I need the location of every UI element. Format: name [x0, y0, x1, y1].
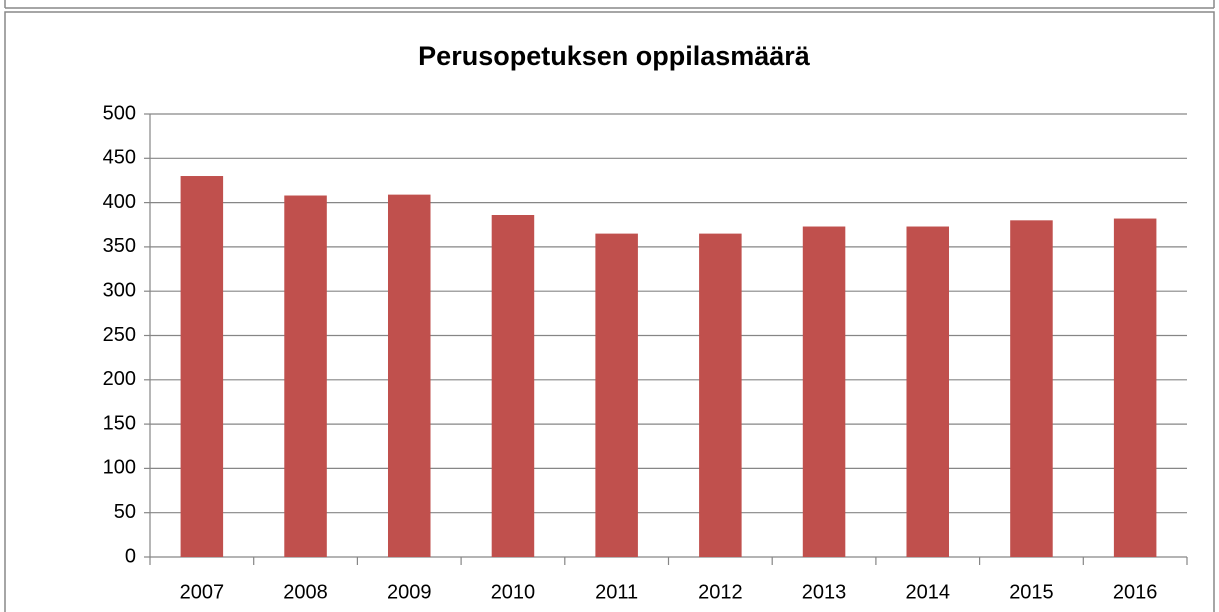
- bar: [180, 176, 224, 557]
- x-tick-label: 2008: [283, 581, 328, 603]
- y-tick-label: 50: [114, 501, 136, 523]
- y-tick-label: 250: [103, 324, 136, 346]
- x-tick-label: 2007: [180, 581, 225, 603]
- chart-title: Perusopetuksen oppilasmäärä: [418, 41, 811, 71]
- x-tick-label: 2011: [595, 581, 638, 603]
- y-tick-label: 200: [103, 368, 136, 390]
- bar: [699, 233, 742, 558]
- x-tick-label: 2016: [1113, 581, 1158, 603]
- y-tick-label: 450: [103, 147, 136, 169]
- y-tick-label: 300: [103, 279, 136, 301]
- bar: [906, 226, 950, 557]
- x-tick-label: 2012: [698, 581, 743, 603]
- x-tick-label: 2015: [1009, 581, 1054, 603]
- chart-frame: [4, 11, 1215, 612]
- x-tick-label: 2013: [802, 581, 847, 603]
- y-tick-label: 500: [103, 102, 136, 124]
- y-tick-label: 400: [103, 191, 136, 213]
- y-tick-label: 100: [103, 457, 136, 479]
- x-tick-label: 2010: [491, 581, 536, 603]
- bar: [284, 195, 327, 557]
- x-tick-label: 2014: [906, 581, 951, 603]
- bar: [491, 215, 535, 557]
- bar: [1113, 218, 1157, 557]
- y-tick-label: 0: [125, 545, 136, 567]
- bar: [387, 194, 431, 557]
- bar: [1010, 220, 1053, 557]
- bar: [802, 226, 846, 557]
- y-tick-label: 150: [103, 412, 136, 434]
- x-tick-label: 2009: [387, 581, 432, 603]
- y-tick-label: 350: [103, 235, 136, 257]
- bar: [595, 233, 638, 558]
